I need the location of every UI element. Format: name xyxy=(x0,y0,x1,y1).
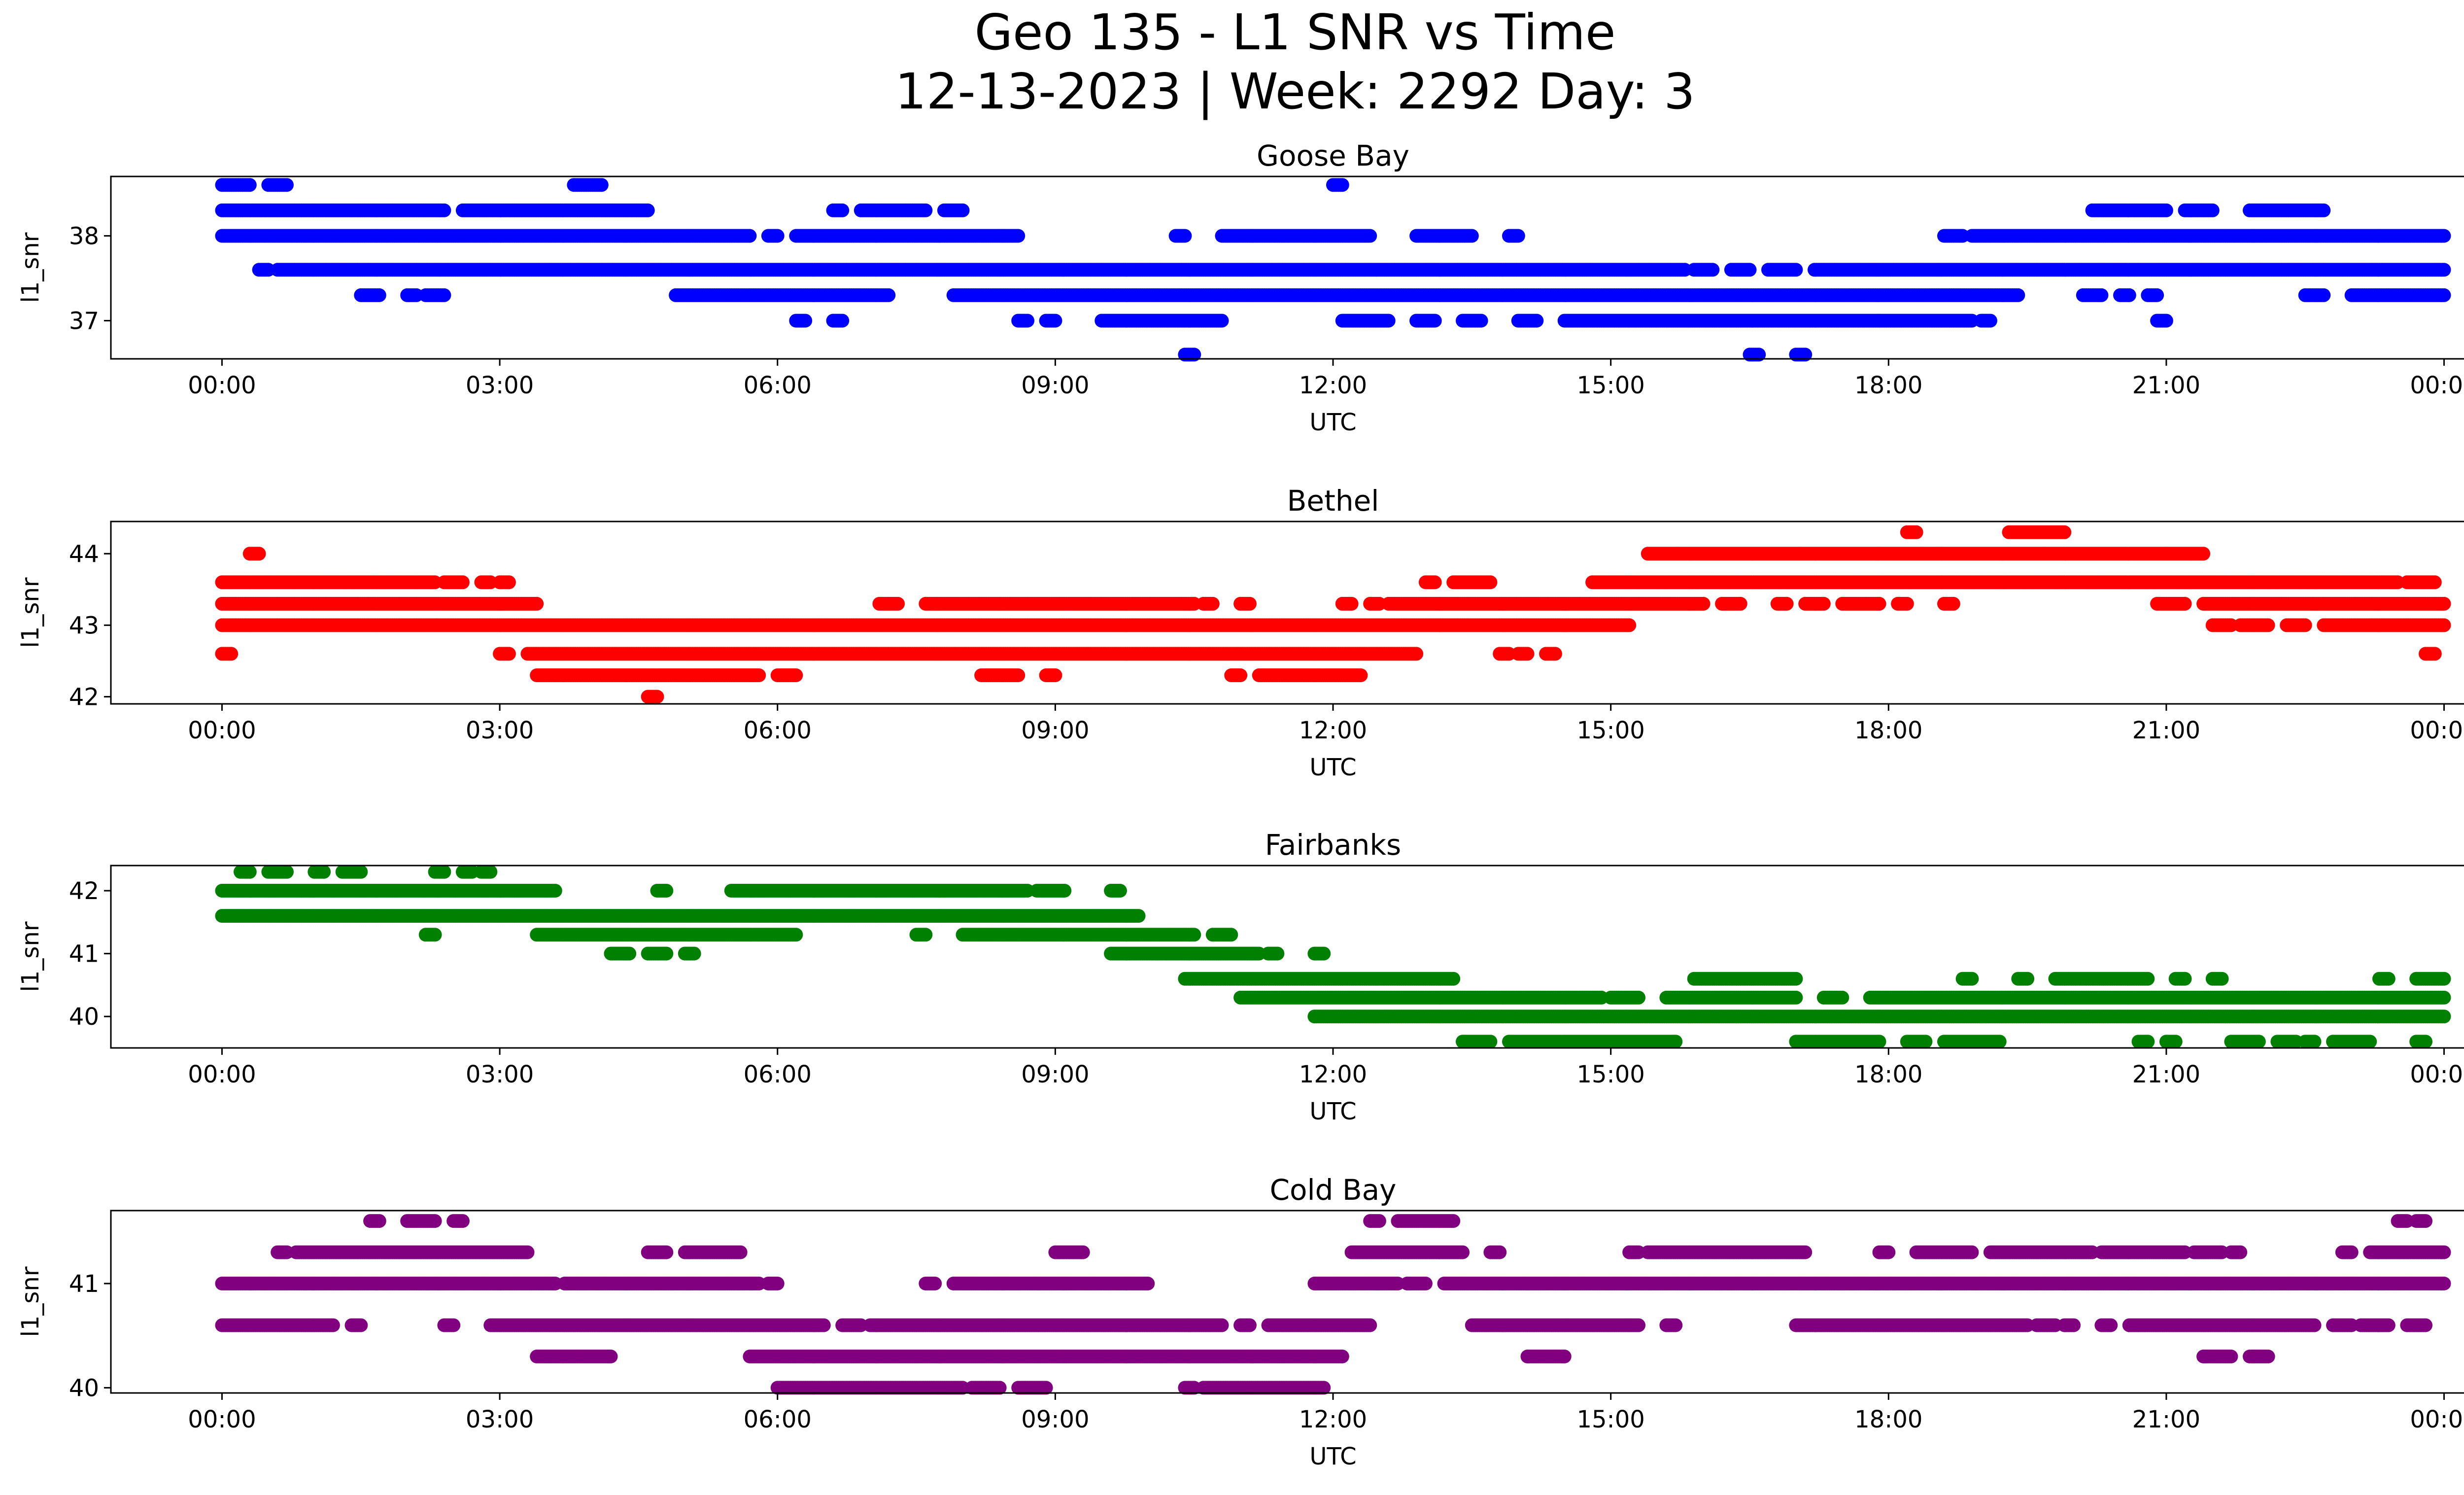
data-point xyxy=(437,288,451,302)
data-point xyxy=(1530,313,1544,328)
scatter-series xyxy=(215,178,2451,362)
data-point xyxy=(1215,313,1229,328)
subplots: Goose Bay 00:00 03:00 06:00 09:00 12:00 15:00 1… xyxy=(17,139,2464,1470)
data-point xyxy=(2011,288,2025,302)
data-point xyxy=(1428,313,1442,328)
data-point xyxy=(770,229,785,243)
figure-title-line2: 12-13-2023 | Week: 2292 Day: 3 xyxy=(895,63,1695,120)
x-tick-label: 09:00 xyxy=(1021,372,1089,399)
data-point xyxy=(2437,288,2451,302)
data-point xyxy=(594,178,609,192)
data-point xyxy=(2317,288,2331,302)
data-point xyxy=(2094,288,2109,302)
subplot-title: Goose Bay xyxy=(1257,139,1409,173)
y-axis-label: l1_snr xyxy=(17,232,44,303)
data-point xyxy=(1363,229,1377,243)
data-point xyxy=(2159,203,2173,217)
data-point xyxy=(1465,229,1479,243)
data-point xyxy=(1743,263,1757,277)
data-point xyxy=(1428,575,1442,590)
data-point xyxy=(1706,263,1720,277)
data-point xyxy=(502,575,516,590)
subplot-title: Bethel xyxy=(1287,484,1379,518)
data-point xyxy=(1483,575,1498,590)
data-point xyxy=(1909,525,1923,539)
data-point xyxy=(891,596,905,611)
x-tick-label: 18:00 xyxy=(1854,372,1922,399)
y-tick-label: 38 xyxy=(69,222,99,250)
x-tick-label: 06:00 xyxy=(744,372,812,399)
data-point xyxy=(956,203,970,217)
y-tick-label: 37 xyxy=(69,308,99,335)
data-point xyxy=(372,288,386,302)
data-point xyxy=(1983,313,1997,328)
data-point xyxy=(530,596,544,611)
data-point xyxy=(1381,313,1396,328)
data-point xyxy=(1789,263,1803,277)
data-point xyxy=(2205,203,2220,217)
data-point xyxy=(455,575,470,590)
data-point xyxy=(2057,525,2072,539)
data-point xyxy=(1021,313,1034,328)
x-tick-label: 03:00 xyxy=(466,372,534,399)
x-tick-label: 15:00 xyxy=(1576,372,1644,399)
subplot-0: Goose Bay 00:00 03:00 06:00 09:00 12:00 15:00 1… xyxy=(17,139,2464,436)
data-point xyxy=(280,178,294,192)
data-point xyxy=(2437,263,2451,277)
data-point xyxy=(882,288,896,302)
data-point xyxy=(919,203,933,217)
data-point xyxy=(798,313,813,328)
figure-title-line1: Geo 135 - L1 SNR vs Time xyxy=(975,3,1616,61)
data-point xyxy=(2122,288,2136,302)
data-point xyxy=(1344,596,1359,611)
data-point xyxy=(2159,313,2173,328)
data-point xyxy=(1335,178,1349,192)
data-point xyxy=(2428,575,2442,590)
data-point xyxy=(1011,229,1026,243)
data-point xyxy=(1474,313,1488,328)
data-point xyxy=(1242,596,1257,611)
x-axis-label: UTC xyxy=(1309,409,1356,436)
x-tick-label: 12:00 xyxy=(1299,372,1367,399)
data-point xyxy=(2150,288,2164,302)
x-tick-label: 21:00 xyxy=(2132,372,2200,399)
data-point xyxy=(835,313,850,328)
data-point xyxy=(743,229,757,243)
data-point xyxy=(1205,596,1220,611)
data-point xyxy=(1048,313,1062,328)
data-point xyxy=(252,547,266,561)
data-point xyxy=(835,203,850,217)
data-point xyxy=(2437,229,2451,243)
data-point xyxy=(437,203,451,217)
data-point xyxy=(2317,203,2331,217)
data-point xyxy=(2196,547,2211,561)
data-point xyxy=(242,178,257,192)
data-point xyxy=(1511,229,1525,243)
x-tick-label: 00:00 xyxy=(2410,372,2464,399)
data-point xyxy=(641,203,655,217)
data-point xyxy=(1178,229,1192,243)
x-tick-label: 00:00 xyxy=(188,372,256,399)
